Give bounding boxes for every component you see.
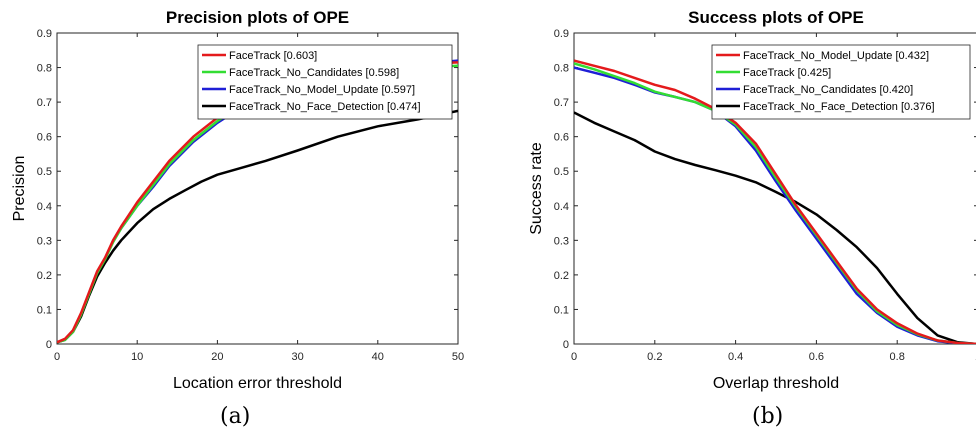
y-tick-label: 0.5 [37, 166, 52, 178]
x-tick-label: 0.6 [809, 351, 824, 363]
y-tick-label: 0.1 [37, 304, 52, 316]
x-tick-label: 20 [211, 351, 223, 363]
y-tick-label: 0.9 [554, 28, 569, 40]
y-tick-label: 0.2 [554, 270, 569, 282]
x-tick-label: 0.2 [647, 351, 662, 363]
y-tick-label: 0.7 [554, 97, 569, 109]
y-tick-label: 0.5 [554, 166, 569, 178]
legend-label: FaceTrack_No_Candidates [0.420] [743, 84, 913, 96]
chart-title: Precision plots of OPE [166, 8, 349, 27]
precision-plot: Precision plots of OPE 0 10 20 30 40 50 0 0.1 0.2… [11, 8, 464, 392]
y-tick-label: 0.4 [37, 201, 52, 213]
y-tick-label: 0 [563, 339, 569, 351]
chart-title: Success plots of OPE [688, 8, 864, 27]
legend-label: FaceTrack_No_Candidates [0.598] [229, 67, 399, 79]
y-tick-label: 0.1 [554, 304, 569, 316]
x-tick-label: 0 [571, 351, 577, 363]
y-tick-label: 0.6 [37, 132, 52, 144]
legend-label: FaceTrack [0.603] [229, 50, 317, 62]
x-tick-label: 50 [452, 351, 464, 363]
x-tick-label: 0.4 [728, 351, 743, 363]
legend-label: FaceTrack_No_Face_Detection [0.474] [229, 101, 421, 113]
x-tick-label: 0.8 [890, 351, 905, 363]
y-tick-label: 0.2 [37, 270, 52, 282]
y-tick-label: 0.3 [37, 235, 52, 247]
y-tick-label: 0.6 [554, 132, 569, 144]
x-tick-label: 30 [291, 351, 303, 363]
legend-box [711, 44, 971, 120]
x-axis-label: Overlap threshold [713, 375, 839, 392]
legend-label: FaceTrack_No_Model_Update [0.597] [229, 84, 415, 96]
y-tick-label: 0.8 [37, 63, 52, 75]
x-tick-label: 0 [54, 351, 60, 363]
series-line [574, 111, 976, 344]
y-tick-label: 0.9 [37, 28, 52, 40]
subfigure-caption-b: (b) [752, 404, 784, 429]
legend-label: FaceTrack [0.425] [743, 67, 831, 79]
y-axis-label: Success rate [528, 142, 545, 235]
subfigure-caption-a: (a) [220, 404, 251, 429]
y-tick-label: 0.7 [37, 97, 52, 109]
y-tick-label: 0.3 [554, 235, 569, 247]
x-axis-label: Location error threshold [173, 375, 342, 392]
y-tick-label: 0.4 [554, 201, 569, 213]
legend-label: FaceTrack_No_Model_Update [0.432] [743, 50, 929, 62]
y-tick-label: 0 [46, 339, 52, 351]
x-tick-label: 10 [131, 351, 143, 363]
legend-label: FaceTrack_No_Face_Detection [0.376] [743, 101, 935, 113]
series-line [574, 59, 976, 344]
y-axis-label: Precision [11, 156, 28, 222]
legend-box [197, 44, 453, 120]
x-tick-label: 1 [975, 351, 976, 363]
success-plot: Success plots of OPE 0 0.2 0.4 0.6 0.8 1 0 0.1 0.… [528, 8, 976, 392]
x-tick-label: 40 [372, 351, 384, 363]
y-tick-label: 0.8 [554, 63, 569, 75]
